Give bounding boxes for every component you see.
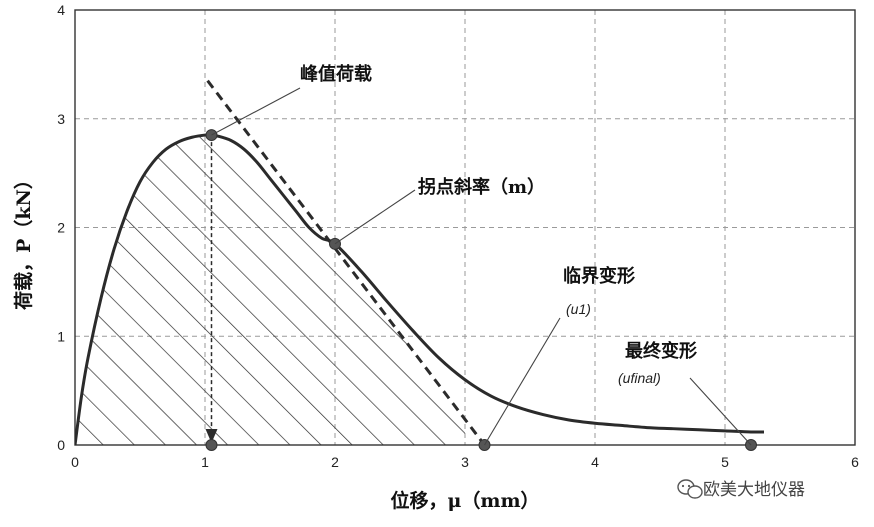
y-tick-label: 3 xyxy=(57,111,65,127)
y-tick-label: 0 xyxy=(57,437,65,453)
hatch-fill xyxy=(75,135,465,445)
x-tick-label: 5 xyxy=(721,454,729,470)
leader-lines xyxy=(211,87,752,446)
x-tick-label: 3 xyxy=(461,454,469,470)
y-tick-label: 4 xyxy=(57,2,65,18)
watermark-text: 欧美大地仪器 xyxy=(703,480,805,500)
x-tick-label: 6 xyxy=(851,454,859,470)
x-tick-label: 2 xyxy=(331,454,339,470)
arrow-layer xyxy=(205,135,218,443)
watermark: 欧美大地仪器 xyxy=(677,479,805,500)
hatched-area xyxy=(75,135,465,445)
label-inflection-slope: 拐点斜率（m） xyxy=(418,176,545,198)
label-critical-deformation-symbol: (u1) xyxy=(566,301,591,317)
label-peak-load: 峰值荷载 xyxy=(300,63,372,85)
x-tick-labels: 0 1 2 3 4 5 6 xyxy=(71,454,859,470)
plot-frame xyxy=(74,9,856,446)
leader-line xyxy=(334,189,416,245)
leader-line xyxy=(484,317,561,446)
wechat-icon xyxy=(677,479,703,499)
y-axis-title: 荷载，P（kN） xyxy=(12,170,35,310)
y-tick-label: 2 xyxy=(57,220,65,236)
load-displacement-curve xyxy=(75,133,765,445)
leader-line xyxy=(211,87,301,136)
x-tick-label: 4 xyxy=(591,454,599,470)
series-layer xyxy=(75,79,765,446)
tangent-line xyxy=(206,79,486,446)
label-final-deformation: 最终变形 xyxy=(625,340,697,362)
label-critical-deformation: 临界变形 xyxy=(563,265,635,287)
x-axis-title: 位移，μ（mm） xyxy=(390,489,539,512)
y-tick-label: 1 xyxy=(57,328,65,344)
leader-line xyxy=(689,377,752,446)
peak-drop-arrowhead xyxy=(205,429,218,443)
x-tick-label: 1 xyxy=(201,454,209,470)
data-point xyxy=(205,439,218,451)
y-tick-labels: 0 1 2 3 4 xyxy=(57,2,65,453)
x-tick-label: 0 xyxy=(71,454,79,470)
label-final-deformation-symbol: (ufinal) xyxy=(618,370,661,386)
